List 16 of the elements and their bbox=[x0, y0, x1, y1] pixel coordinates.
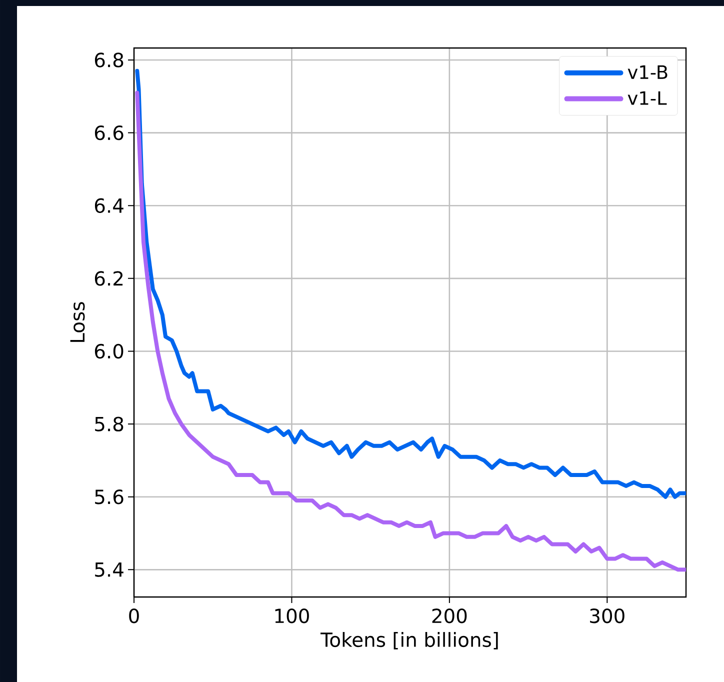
x-tick-label: 0 bbox=[129, 608, 139, 624]
x-tick-label: 100 bbox=[275, 608, 309, 624]
y-axis-title: Loss bbox=[70, 302, 85, 342]
y-tick-label: 5.6 bbox=[95, 490, 124, 504]
legend-label: v1-B bbox=[628, 65, 668, 79]
y-tick-label: 6.8 bbox=[94, 52, 124, 68]
y-tick-label: 6.4 bbox=[94, 198, 124, 213]
x-tick-label: 300 bbox=[590, 608, 624, 624]
y-tick-label: 6.2 bbox=[94, 271, 123, 286]
y-tick-label: 6.6 bbox=[94, 125, 124, 140]
x-tick-label: 200 bbox=[432, 608, 467, 624]
y-tick-label: 5.4 bbox=[95, 562, 124, 577]
x-axis-title: Tokens [in billions] bbox=[320, 632, 498, 650]
y-tick-label: 5.8 bbox=[95, 416, 124, 432]
y-tick-label: 6.0 bbox=[94, 344, 124, 359]
legend-label: v1-L bbox=[628, 91, 667, 105]
